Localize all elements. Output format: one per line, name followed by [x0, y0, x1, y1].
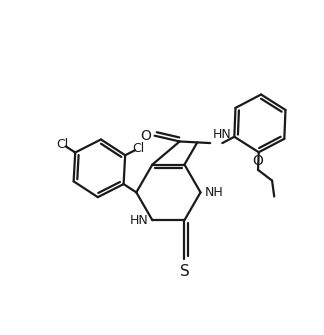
Text: Cl: Cl	[133, 142, 145, 155]
Text: NH: NH	[204, 186, 223, 199]
Text: Cl: Cl	[56, 138, 69, 151]
Text: HN: HN	[213, 128, 231, 141]
Text: O: O	[140, 129, 151, 143]
Text: S: S	[179, 264, 189, 279]
Text: HN: HN	[130, 214, 148, 227]
Text: O: O	[253, 154, 263, 168]
